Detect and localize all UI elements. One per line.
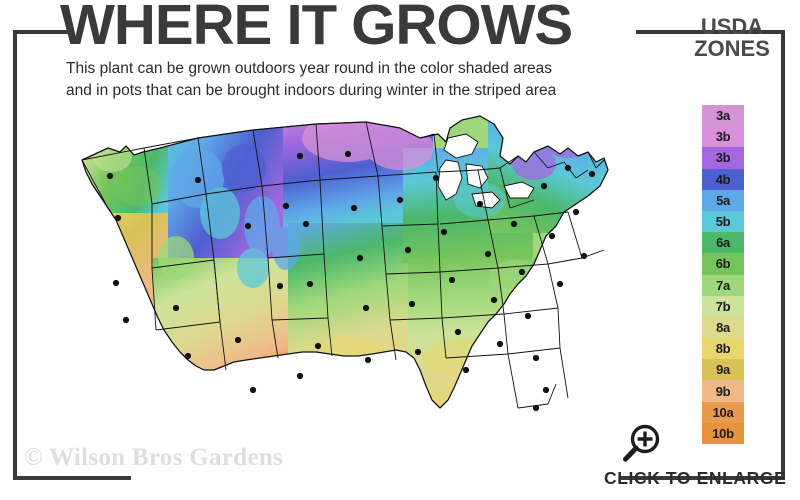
legend-zone-3b-2: 3b [702,147,744,169]
frame-right-stub [781,30,785,56]
map-svg [81,115,609,412]
subtitle-text: This plant can be grown outdoors year ro… [66,58,646,103]
legend-zone-10a-14: 10a [702,401,744,423]
city-markers [106,150,596,412]
magnifier-svg [623,424,660,462]
frame-right-segment [781,52,785,480]
legend-zone-3a-0: 3a [702,105,744,127]
subtitle-line-1: This plant can be grown outdoors year ro… [66,60,552,77]
frame-bottom-right-segment [620,476,785,480]
legend-zone-6b-7: 6b [702,253,744,275]
click-to-enlarge-label[interactable]: CLICK TO ENLARGE [604,468,787,488]
legend-zone-4b-3: 4b [702,168,744,190]
legend-title-line-1: USDA [700,14,764,39]
legend-zone-strip: 3a 3b 3b 4b 5a 5b 6a 6b 7a 7b 8a 8b 9a 9b 10a 10b [702,105,744,444]
legend-title: USDA ZONES [680,14,784,62]
legend-zone-8a-10: 8a [702,316,744,339]
legend-zone-7b-9: 7b [702,295,744,317]
watermark: © Wilson Bros Gardens [24,444,284,471]
legend-zone-5b-5: 5b [702,210,744,233]
frame-top-right-segment [636,30,785,34]
frame-bottom-left-segment [13,476,131,480]
magnifier-plus-icon[interactable] [617,421,665,469]
usa-outline [81,115,609,409]
page-title: WHERE IT GROWS [60,0,573,57]
legend-zone-3b-1: 3b [702,126,744,148]
legend-zone-8b-11: 8b [702,338,744,360]
legend-zone-9a-12: 9a [702,359,744,381]
map-zone-fills [82,116,608,408]
legend-zone-5a-4: 5a [702,189,744,211]
legend-zone-9b-13: 9b [702,380,744,402]
legend-zone-10b-15: 10b [702,422,744,444]
hardiness-zone-map[interactable] [48,108,648,438]
frame-left-segment [13,30,17,480]
legend-title-line-2: ZONES [694,36,770,62]
legend-zone-6a-6: 6a [702,232,744,254]
frame-top-left-segment [13,30,68,34]
legend-zone-7a-8: 7a [702,274,744,296]
state-boundaries [81,121,605,409]
subtitle-line-2: and in pots that can be brought indoors … [66,82,557,100]
